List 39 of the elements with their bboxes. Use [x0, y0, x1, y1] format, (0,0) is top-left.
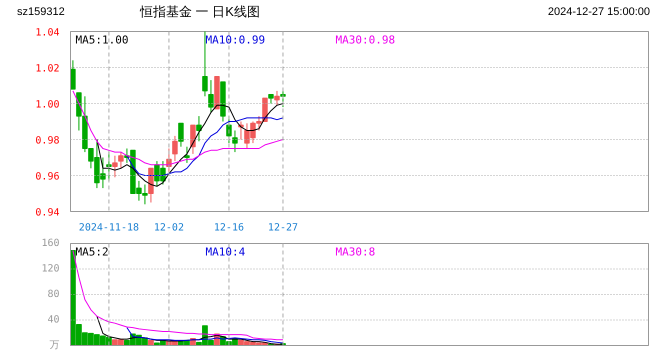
text: MA5:2: [76, 246, 109, 258]
candlestick: [274, 90, 280, 106]
y-tick-label: 160: [41, 238, 60, 249]
text: sz159312: [17, 5, 65, 19]
candlestick: [196, 116, 202, 142]
y-tick-label: 1.02: [35, 64, 60, 74]
x-tick-label: 2024-11-18: [78, 222, 140, 234]
text: MA10:0.99: [206, 34, 266, 46]
y-tick-label: 0.96: [35, 172, 60, 182]
candlestick: [202, 32, 208, 97]
y-tick-label: 1.04: [35, 28, 60, 38]
x-tick-label: 12-27: [268, 222, 298, 234]
line-series: [126, 327, 284, 344]
y-axis-title: 万: [50, 340, 60, 351]
text: 2024-12-27 15:00:00: [548, 5, 650, 19]
y-tick-label: 0.94: [35, 208, 60, 218]
candlestick: [112, 155, 118, 178]
y-tick-label: 120: [41, 264, 60, 274]
line-series: [96, 103, 284, 187]
candlestick: [178, 122, 184, 148]
candlestick: [232, 130, 238, 153]
x-tick-label: 12-02: [154, 222, 184, 234]
y-tick-label: 1.00: [35, 100, 60, 110]
text: MA5:1.00: [76, 34, 128, 46]
candlestick: [280, 90, 286, 108]
text: MA10:4: [206, 246, 246, 258]
candlestick: [190, 124, 196, 154]
text: MA30:0.98: [336, 34, 396, 46]
text: MA30:8: [336, 246, 376, 258]
y-tick-label: 80: [47, 289, 60, 300]
y-tick-label: 40: [47, 314, 60, 326]
candlestick: [208, 80, 214, 113]
bar: [148, 340, 154, 346]
x-tick-label: 12-16: [214, 222, 244, 234]
candlestick: [172, 135, 178, 162]
y-tick-label: 0.98: [35, 136, 60, 146]
candlestick: [118, 152, 124, 169]
candlestick: [184, 146, 190, 164]
chart-title: 恒指基金 一 日K线图: [140, 4, 260, 19]
